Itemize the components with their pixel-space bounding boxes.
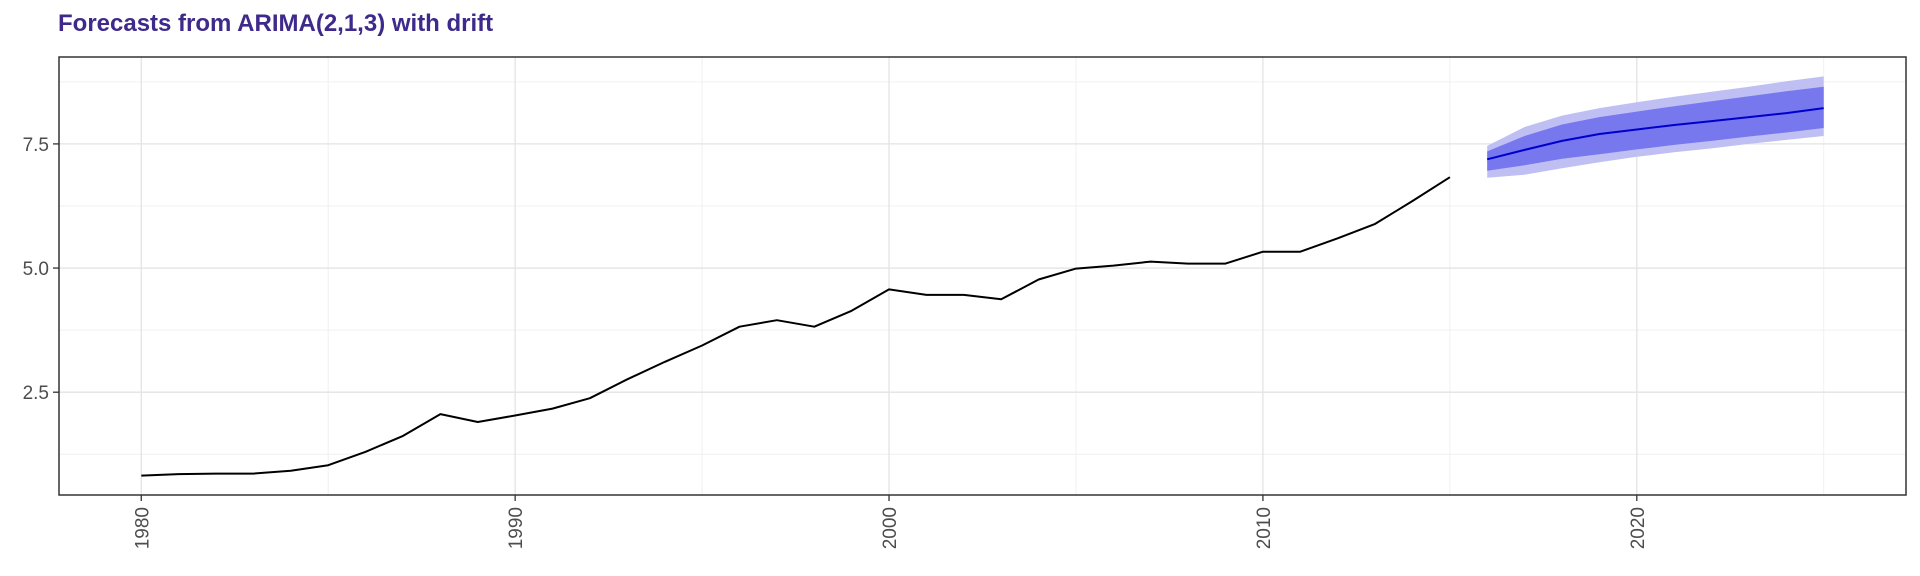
- y-tick-label: 7.5: [23, 135, 49, 156]
- y-tick-label: 2.5: [23, 383, 49, 404]
- x-tick-label: 1980: [132, 507, 153, 549]
- x-tick-label: 2020: [1628, 507, 1649, 549]
- x-tick-label: 1990: [506, 507, 527, 549]
- x-tick-label: 2010: [1254, 507, 1275, 549]
- x-tick-label: 2000: [880, 507, 901, 549]
- y-tick-label: 5.0: [23, 259, 49, 280]
